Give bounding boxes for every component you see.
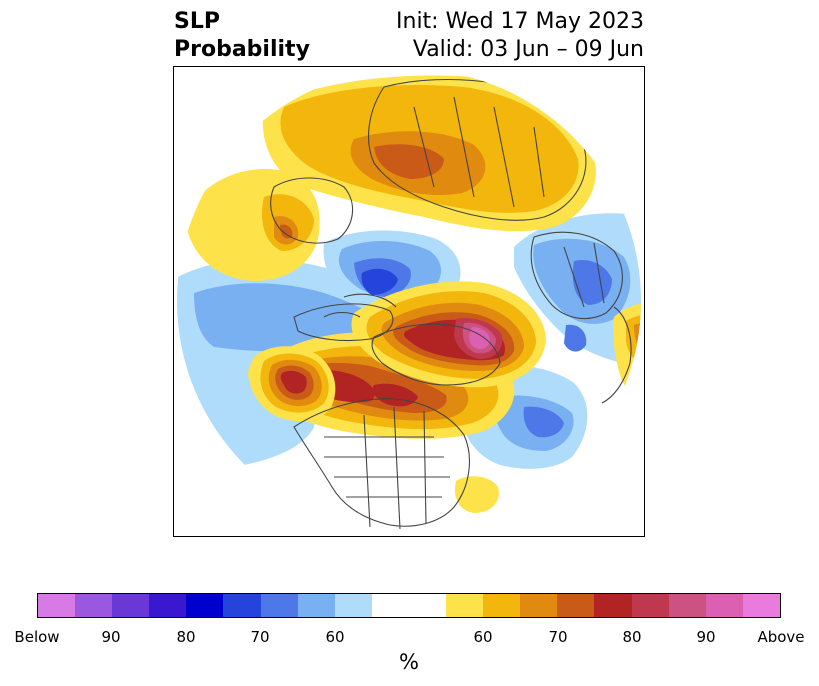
colorbar-tick-label: 80 [622, 628, 642, 646]
colorbar-segment [557, 594, 595, 617]
siberia-high [262, 75, 596, 232]
probability-fields [177, 75, 641, 530]
colorbar-segment [483, 594, 521, 617]
colorbar-segment [742, 594, 780, 617]
colorbar-unit: % [399, 650, 419, 674]
probability-map [173, 66, 645, 537]
map-canvas [174, 67, 644, 536]
colorbar-segment [371, 594, 409, 617]
colorbar-tick-label: 70 [250, 628, 270, 646]
colorbar-segment [149, 594, 187, 617]
north-pacific-high [248, 346, 336, 422]
colorbar-tick-label: 60 [325, 628, 345, 646]
valid-range: Valid: 03 Jun – 09 Jun [412, 37, 644, 62]
title-line-2: Probability [174, 37, 310, 62]
colorbar-segment [334, 594, 372, 617]
colorbar-segment [260, 594, 298, 617]
alaska-gulf-low [323, 230, 461, 309]
colorbar-tick-label: 70 [548, 628, 568, 646]
europe-below [514, 213, 641, 367]
colorbar-segment [408, 594, 447, 617]
colorbar-segment [112, 594, 150, 617]
greenland-high [351, 281, 546, 388]
colorbar-segment [38, 594, 76, 617]
colorbar-segment [631, 594, 669, 617]
chart-title: SLP Probability [174, 8, 310, 64]
colorbar-tick-label: Below [14, 628, 60, 646]
date-info: Init: Wed 17 May 2023 Valid: 03 Jun – 09… [396, 8, 644, 64]
colorbar-segment [223, 594, 261, 617]
colorbar-tick-label: 80 [176, 628, 196, 646]
colorbar-tick-label: 60 [473, 628, 493, 646]
east-asia-above [184, 168, 320, 281]
colorbar-segment [594, 594, 632, 617]
colorbar-segment [75, 594, 113, 617]
colorbar-segment [705, 594, 743, 617]
init-date: Init: Wed 17 May 2023 [396, 9, 644, 34]
colorbar-segment [186, 594, 224, 617]
title-line-1: SLP [174, 9, 220, 34]
colorbar-segment [297, 594, 335, 617]
colorbar-segment [520, 594, 558, 617]
colorbar [37, 593, 781, 618]
colorbar-tick-label: 90 [696, 628, 716, 646]
colorbar-segment [446, 594, 484, 617]
colorbar-segment [668, 594, 706, 617]
colorbar-tick-label: 90 [101, 628, 121, 646]
colorbar-tick-label: Above [757, 628, 805, 646]
